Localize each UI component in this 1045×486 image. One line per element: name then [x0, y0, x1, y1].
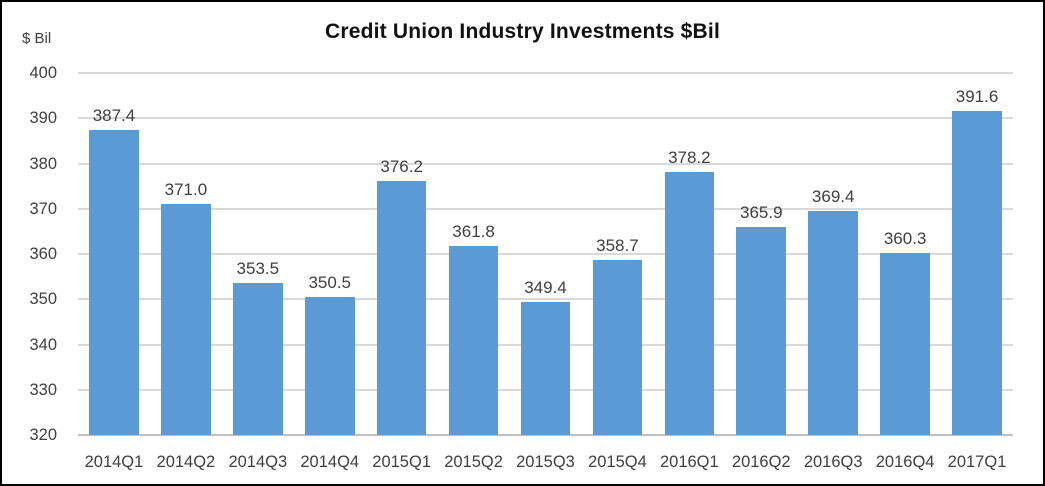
y-axis-tick-label: 400	[29, 64, 57, 82]
gridline	[78, 72, 1013, 74]
chart-title: Credit Union Industry Investments $Bil	[325, 20, 720, 43]
bar-series: 387.4 371.0 353.5 350.5 376.2 361.8 349.4 358.7…	[78, 73, 1013, 435]
plot-area: 387.4 371.0 353.5 350.5 376.2 361.8 349.4 358.7…	[78, 72, 1013, 436]
gridline	[78, 162, 1013, 165]
bar-value-label: 349.4	[524, 277, 567, 297]
x-axis-tick-label: 2015Q3	[516, 453, 575, 471]
x-axis: 2014Q1 2014Q2 2014Q3 2014Q4 2015Q1 2015Q2 2015…	[78, 451, 1013, 473]
bar-slot: 353.5	[222, 73, 294, 435]
x-axis-tick-label: 2015Q4	[588, 453, 647, 471]
bar	[161, 204, 211, 435]
bar-slot: 360.3	[869, 73, 941, 435]
y-axis-tick-label: 360	[29, 245, 57, 263]
bar-value-label: 360.3	[883, 228, 927, 248]
x-axis-tick-label: 2016Q3	[803, 453, 863, 471]
x-axis-tick-label: 2015Q2	[444, 453, 503, 471]
bar	[592, 259, 643, 435]
x-axis-tick-label: 2014Q1	[84, 453, 144, 471]
y-axis-tick-label: 320	[29, 426, 57, 444]
bar	[664, 171, 715, 435]
y-axis-tick-label: 350	[29, 290, 57, 309]
y-axis: 320 330 340 350 360 370 380 390 400	[2, 2, 57, 484]
bar-value-label: 391.6	[955, 87, 999, 107]
bar-slot: 371.0	[150, 73, 222, 435]
x-axis-tick-label: 2017Q1	[947, 453, 1007, 471]
bar-value-label: 365.9	[739, 203, 783, 223]
y-axis-unit-label: $ Bil	[22, 30, 52, 47]
y-axis-tick-label: 380	[29, 154, 57, 173]
x-axis-tick-label: 2014Q3	[228, 453, 288, 471]
bar-slot: 376.2	[366, 73, 438, 435]
bar-value-label: 371.0	[164, 180, 208, 200]
bar	[520, 301, 571, 435]
gridline	[78, 298, 1013, 301]
x-axis-tick-label: 2014Q4	[300, 453, 360, 471]
bar-value-label: 369.4	[811, 187, 855, 207]
bar-slot: 369.4	[797, 73, 869, 435]
bar	[880, 252, 930, 435]
bar	[304, 297, 355, 435]
y-axis-tick-label: 330	[29, 380, 57, 399]
bar-value-label: 350.5	[308, 273, 351, 292]
x-axis-tick-label: 2014Q2	[156, 453, 216, 471]
bar-slot: 350.5	[294, 73, 366, 435]
bar-slot: 387.4	[78, 73, 150, 435]
gridline	[78, 253, 1013, 255]
bar-value-label: 358.7	[596, 235, 639, 255]
y-axis-tick-label: 370	[29, 199, 57, 218]
bar	[448, 245, 499, 435]
bar-value-label: 376.2	[380, 156, 423, 176]
gridline	[78, 207, 1013, 210]
bar	[376, 180, 427, 435]
x-axis-tick-label: 2016Q2	[731, 453, 791, 471]
bar	[736, 227, 787, 435]
x-axis-tick-label: 2015Q1	[372, 453, 431, 471]
bar	[808, 211, 858, 435]
y-axis-tick-label: 390	[29, 109, 57, 128]
bar	[952, 111, 1002, 435]
bar-value-label: 361.8	[452, 221, 495, 241]
bar-slot: 391.6	[941, 73, 1013, 435]
bar-slot: 365.9	[725, 73, 797, 435]
bar	[89, 130, 139, 435]
bar-value-label: 387.4	[92, 106, 136, 126]
bar-value-label: 353.5	[236, 259, 280, 279]
bar-value-label: 378.2	[668, 147, 711, 167]
bar-slot: 358.7	[581, 73, 653, 435]
bar-slot: 349.4	[510, 73, 582, 435]
x-axis-tick-label: 2016Q1	[659, 453, 719, 471]
y-axis-tick-label: 340	[29, 335, 57, 354]
x-axis-tick-label: 2016Q4	[875, 453, 935, 471]
bar	[232, 283, 283, 435]
bar-slot: 378.2	[653, 73, 725, 435]
x-axis-line	[78, 434, 1013, 436]
gridline	[78, 117, 1013, 120]
bar-slot: 361.8	[438, 73, 510, 435]
